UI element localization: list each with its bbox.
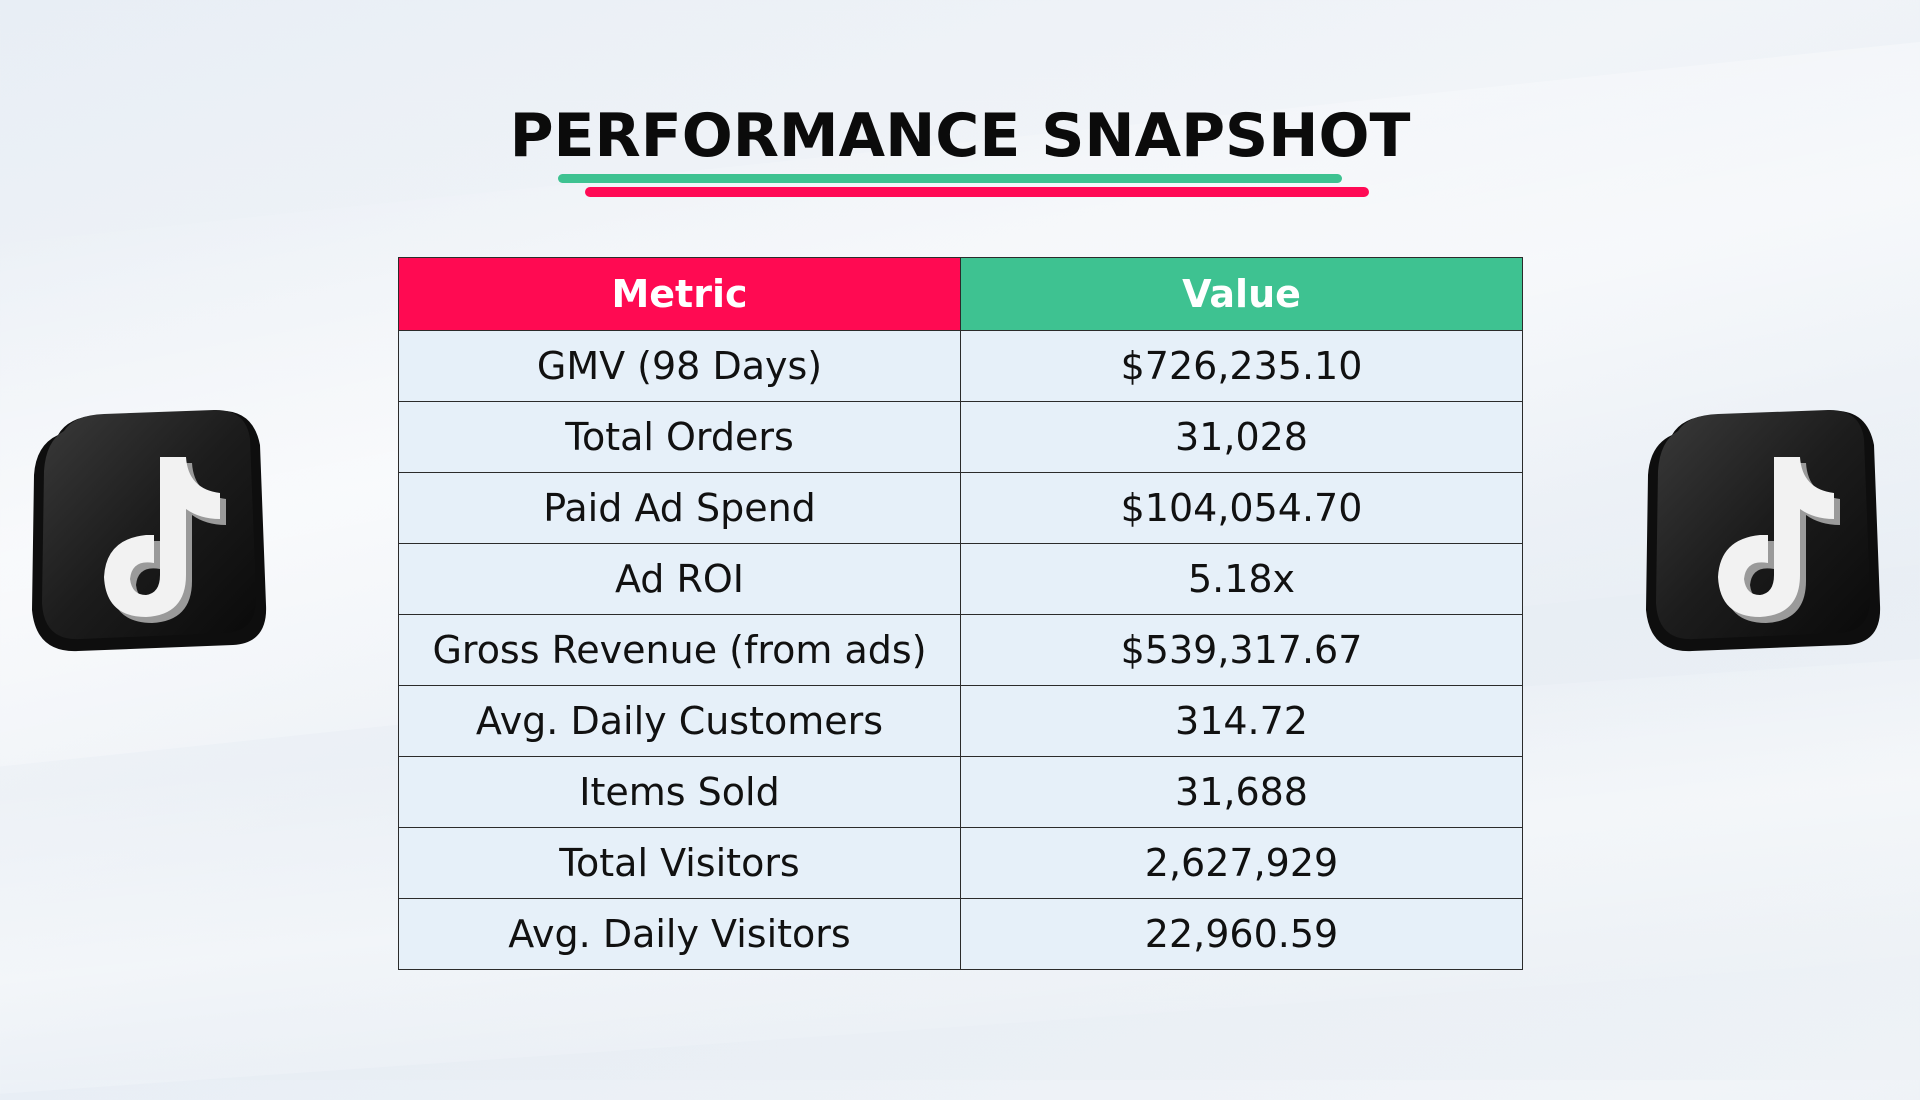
metric-cell: Ad ROI [398, 543, 961, 615]
table-row: Total Orders 31,028 [398, 401, 1523, 473]
performance-table: Metric Value GMV (98 Days) $726,235.10 T… [398, 257, 1523, 970]
title-underline-green [558, 174, 1342, 183]
value-cell: $726,235.10 [960, 330, 1523, 402]
table-header-row: Metric Value [398, 257, 1523, 331]
value-cell: 31,028 [960, 401, 1523, 473]
title-underline-red [585, 187, 1369, 197]
value-cell: $104,054.70 [960, 472, 1523, 544]
table-row: Avg. Daily Visitors 22,960.59 [398, 898, 1523, 970]
value-cell: 22,960.59 [960, 898, 1523, 970]
metric-cell: GMV (98 Days) [398, 330, 961, 402]
metric-cell: Paid Ad Spend [398, 472, 961, 544]
metric-cell: Items Sold [398, 756, 961, 828]
metric-cell: Gross Revenue (from ads) [398, 614, 961, 686]
metric-cell: Avg. Daily Customers [398, 685, 961, 757]
title-container: PERFORMANCE SNAPSHOT [0, 96, 1920, 176]
table-row: Paid Ad Spend $104,054.70 [398, 472, 1523, 544]
metric-column-header: Metric [398, 257, 961, 331]
table-row: Total Visitors 2,627,929 [398, 827, 1523, 899]
metric-cell: Total Visitors [398, 827, 961, 899]
table-row: Avg. Daily Customers 314.72 [398, 685, 1523, 757]
value-cell: $539,317.67 [960, 614, 1523, 686]
table-row: Items Sold 31,688 [398, 756, 1523, 828]
table-row: Gross Revenue (from ads) $539,317.67 [398, 614, 1523, 686]
table-row: Ad ROI 5.18x [398, 543, 1523, 615]
metric-cell: Avg. Daily Visitors [398, 898, 961, 970]
value-cell: 314.72 [960, 685, 1523, 757]
table-row: GMV (98 Days) $726,235.10 [398, 330, 1523, 402]
tiktok-logo-icon [1642, 405, 1882, 655]
metric-cell: Total Orders [398, 401, 961, 473]
page-title: PERFORMANCE SNAPSHOT [509, 101, 1411, 171]
value-cell: 2,627,929 [960, 827, 1523, 899]
value-cell: 31,688 [960, 756, 1523, 828]
value-cell: 5.18x [960, 543, 1523, 615]
value-column-header: Value [960, 257, 1523, 331]
tiktok-logo-icon [28, 405, 268, 655]
